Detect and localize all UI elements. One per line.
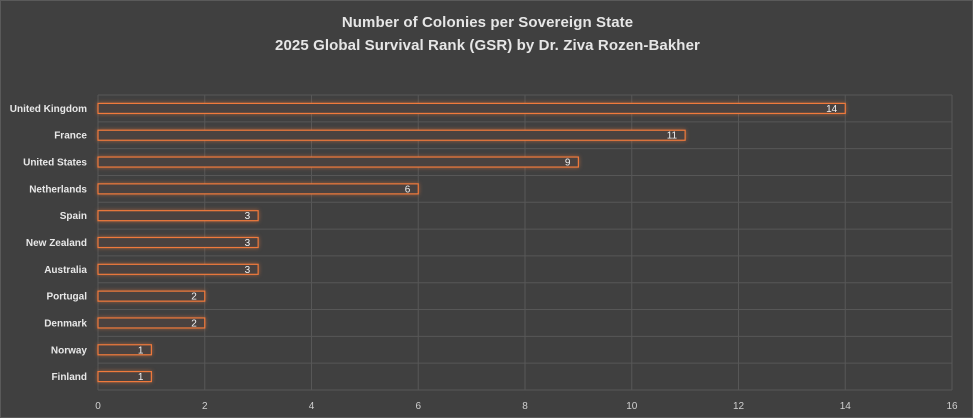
bar: [97, 102, 846, 115]
data-label: 9: [565, 158, 571, 169]
data-label: 1: [138, 345, 144, 356]
bar: [97, 317, 206, 329]
bar: [97, 344, 152, 356]
data-label: 11: [667, 131, 678, 142]
data-label: 3: [245, 238, 251, 249]
bar: [97, 129, 686, 141]
category-label: New Zealand: [26, 238, 87, 249]
data-label: 2: [191, 318, 197, 329]
x-tick-label: 12: [733, 401, 745, 412]
category-label: United Kingdom: [10, 104, 87, 115]
x-tick-label: 8: [522, 401, 528, 412]
category-label: Netherlands: [29, 184, 87, 195]
bar: [97, 236, 259, 249]
category-label: Portugal: [46, 292, 87, 303]
x-tick-label: 14: [840, 401, 852, 412]
x-tick-label: 10: [626, 401, 638, 412]
category-label: Australia: [44, 265, 87, 276]
data-label: 3: [245, 265, 251, 276]
x-tick-label: 16: [946, 401, 958, 412]
category-label: Norway: [51, 345, 88, 356]
bar: [97, 263, 259, 275]
bar: [97, 183, 419, 195]
data-label: 2: [191, 292, 197, 303]
category-label: France: [54, 131, 87, 142]
data-label: 1: [138, 372, 144, 383]
bar: [97, 290, 206, 302]
category-label: Denmark: [44, 318, 87, 329]
data-label: 3: [245, 211, 251, 222]
bar: [97, 370, 152, 383]
data-label: 14: [826, 104, 838, 115]
x-tick-label: 6: [415, 401, 421, 412]
x-tick-label: 4: [309, 401, 315, 412]
chart-subtitle: 2025 Global Survival Rank (GSR) by Dr. Z…: [275, 37, 700, 54]
x-tick-label: 0: [95, 401, 101, 412]
category-label: Spain: [60, 211, 87, 222]
x-tick-label: 2: [202, 401, 208, 412]
category-label: Finland: [51, 372, 87, 383]
bar: [97, 156, 579, 168]
data-label: 6: [405, 184, 411, 195]
bar: [97, 210, 259, 222]
chart-title: Number of Colonies per Sovereign State: [341, 14, 634, 31]
category-label: United States: [23, 158, 87, 169]
